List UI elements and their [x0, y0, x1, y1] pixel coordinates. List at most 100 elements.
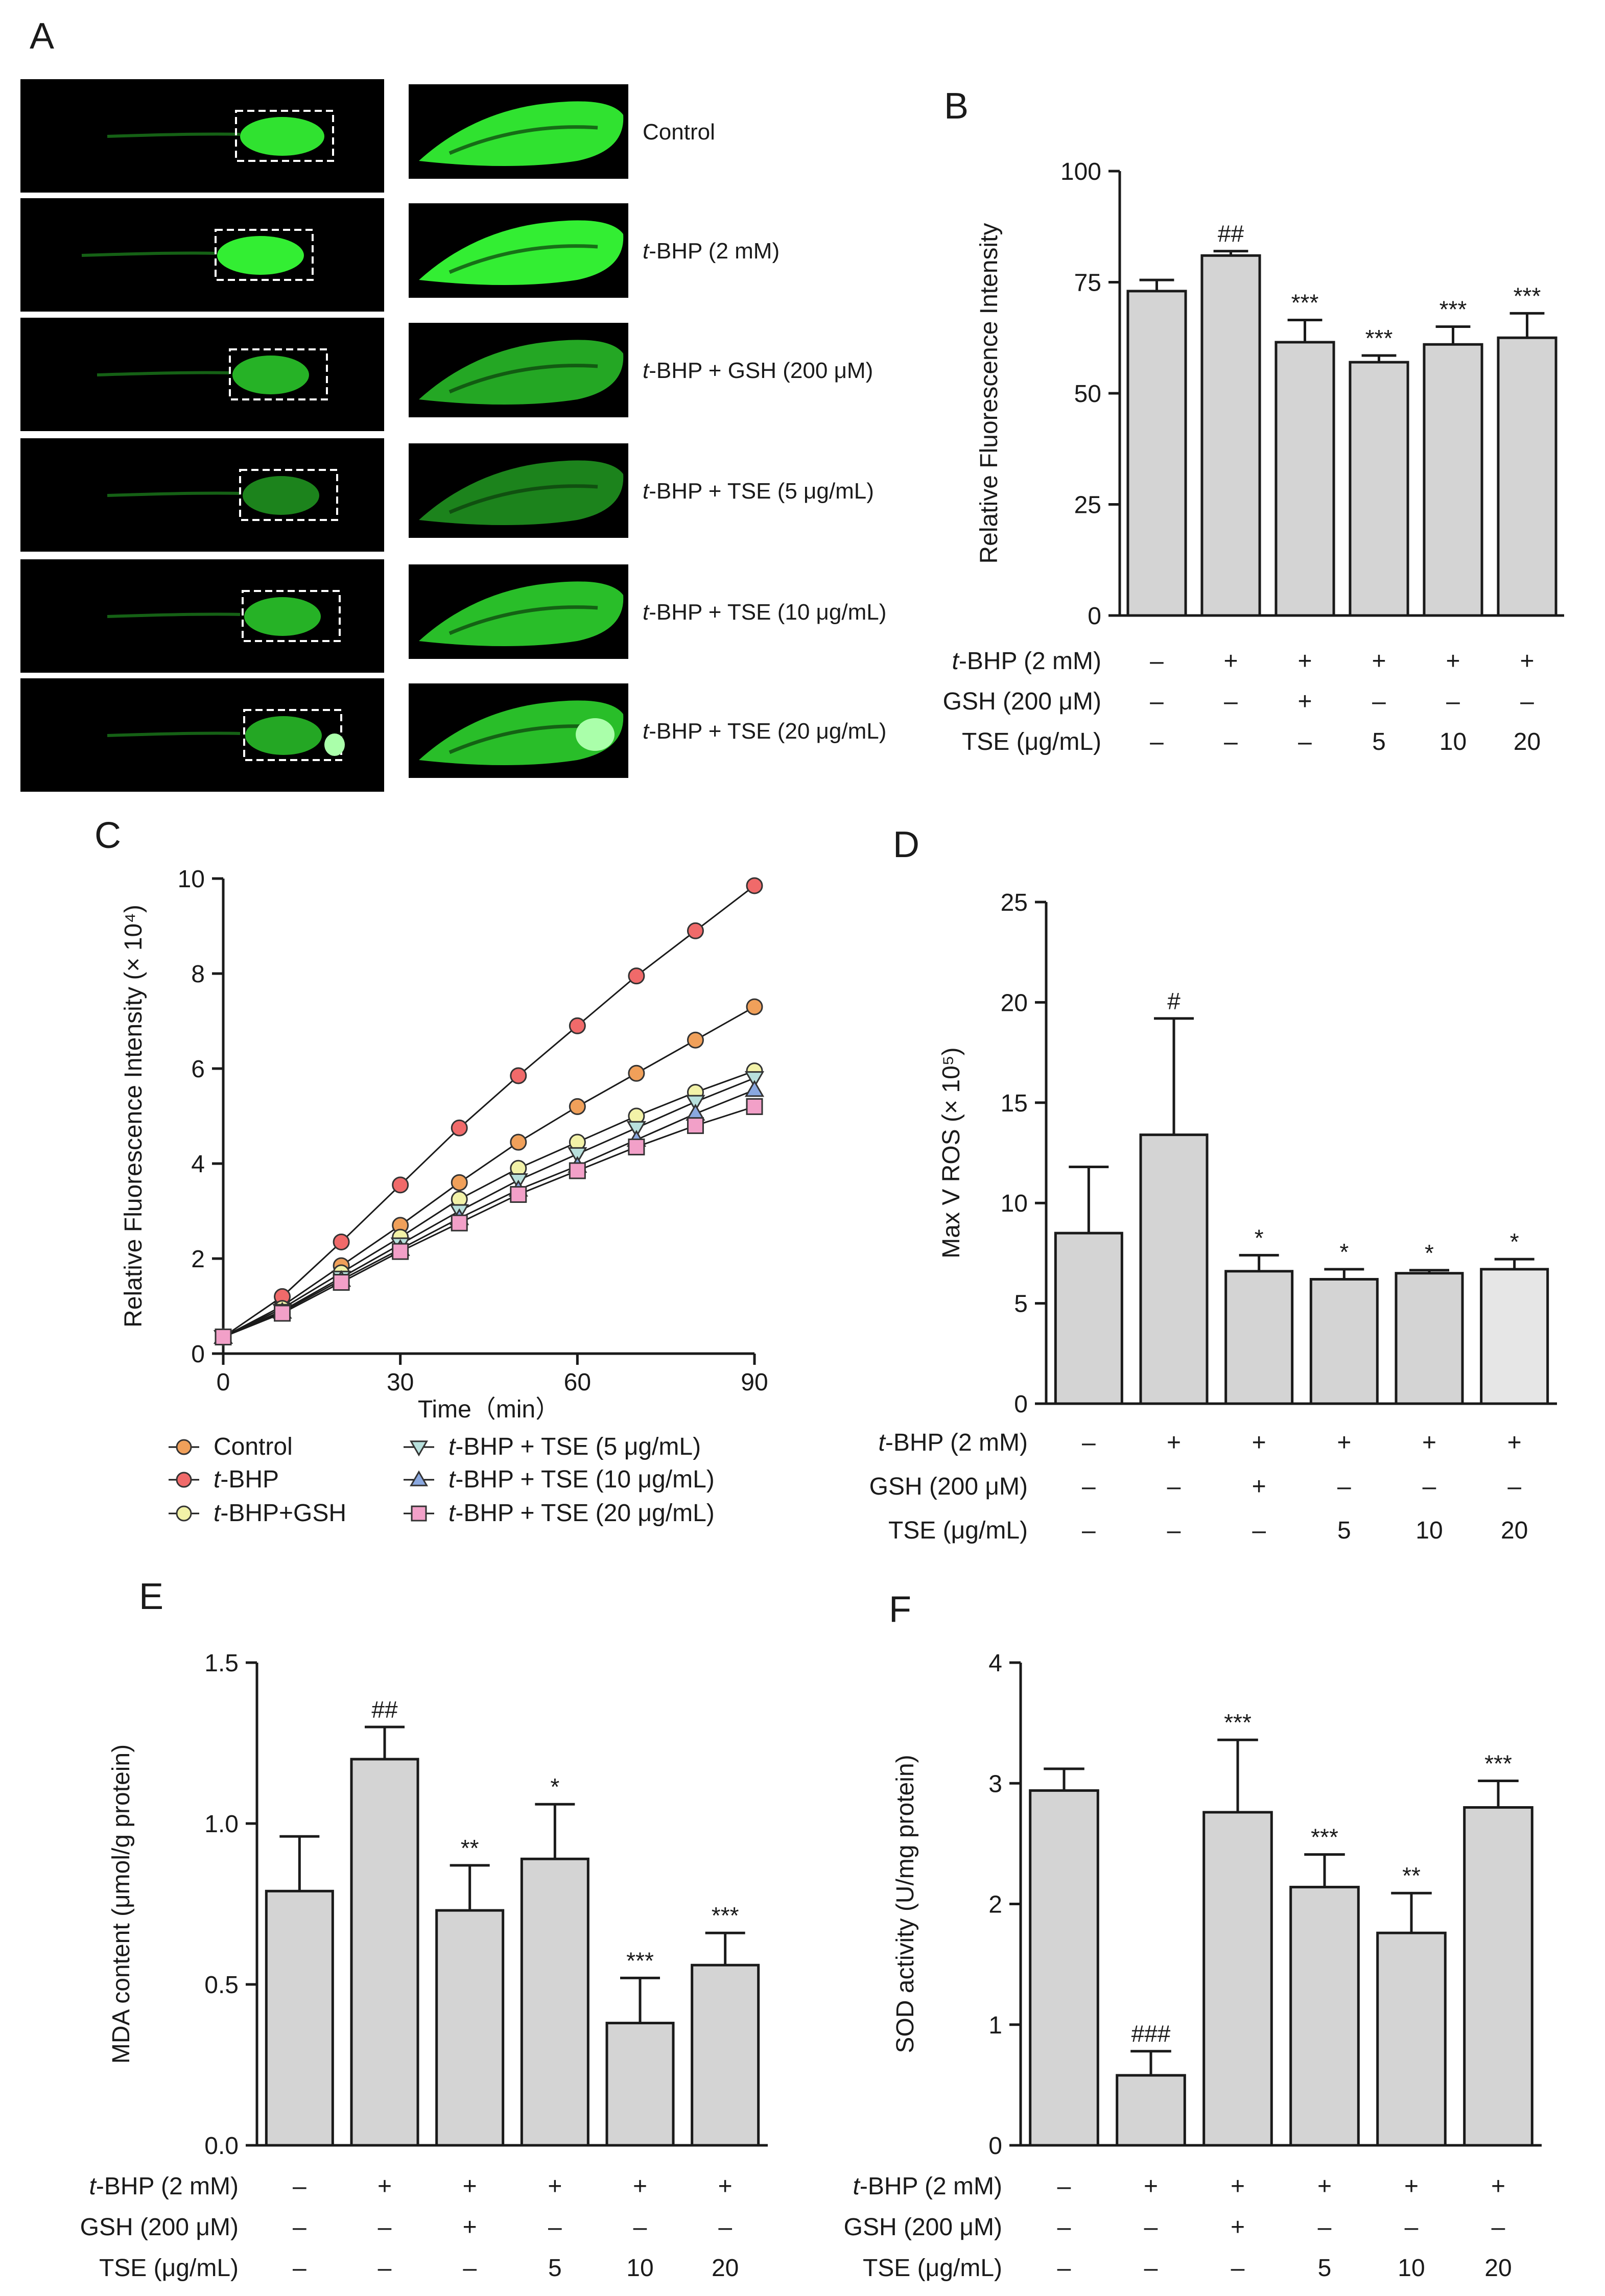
fluorescence-row: t-BHP + TSE (10 μg/mL) — [20, 559, 886, 673]
treatment-value: + — [1520, 648, 1534, 675]
significance-label: *** — [1291, 289, 1319, 316]
panel-label-f: F — [889, 1589, 911, 1630]
significance-label: ## — [371, 1696, 398, 1723]
condition-label: t-BHP + GSH (200 μM) — [643, 358, 873, 383]
series-path — [223, 1105, 755, 1338]
treatment-value: + — [1167, 1429, 1181, 1456]
data-point — [568, 1147, 587, 1164]
bar — [1309, 1277, 1379, 1405]
data-point — [569, 1017, 586, 1034]
bar-chart-e: 0.0 0.5 1.0 1.5 MDA content (μmol/g protein)… — [80, 1650, 768, 2282]
treatment-value: – — [293, 2173, 306, 2200]
bar — [605, 2022, 675, 2147]
treatment-row-label-text: -BHP (2 mM) — [96, 2173, 239, 2200]
legend-item: t-BHP + TSE (5 μg/mL) — [404, 1433, 701, 1460]
larva-body-trace — [81, 251, 215, 257]
treatment-value: + — [1297, 648, 1312, 675]
zoomed-structure-line — [449, 125, 598, 155]
series-path — [223, 1089, 755, 1338]
fluorescence-row: t-BHP (2 mM) — [20, 198, 780, 312]
treatment-row-label-italic: t — [879, 1429, 886, 1456]
treatment-value: – — [1150, 648, 1164, 675]
treatment-value: 5 — [1318, 2255, 1332, 2282]
fluorescence-row: Control — [20, 79, 715, 193]
legend-item: Control — [169, 1433, 293, 1460]
bar — [1224, 1270, 1294, 1405]
treatment-value: + — [377, 2173, 392, 2200]
larva-body-trace — [107, 491, 241, 497]
data-point — [569, 1162, 586, 1179]
data-point — [628, 967, 645, 985]
zoomed-fluorescence — [419, 460, 624, 525]
data-point — [626, 1121, 646, 1138]
treatment-row-label: TSE (μg/mL) — [99, 2255, 239, 2282]
condition-label-italic: t — [643, 600, 650, 625]
significance-label: *** — [1439, 296, 1467, 323]
treatment-value: – — [1167, 1517, 1181, 1544]
treatment-row-label: GSH (200 μM) — [844, 2214, 1002, 2241]
legend-label-text: -BHP — [220, 1466, 279, 1493]
data-point — [176, 1505, 192, 1522]
treatment-value: + — [1252, 1473, 1266, 1500]
treatment-row-label: TSE (μg/mL) — [888, 1517, 1028, 1544]
data-point — [686, 1095, 705, 1112]
significance-label: # — [1167, 988, 1181, 1014]
treatment-value: + — [633, 2173, 647, 2200]
treatment-row-label-text: GSH (200 μM) — [943, 688, 1101, 715]
treatment-row-label: t-BHP (2 mM) — [853, 2173, 1002, 2200]
y-tick-label: 0.0 — [204, 2133, 239, 2160]
zoomed-structure-line — [449, 605, 598, 635]
data-point — [687, 1031, 704, 1049]
series-path — [223, 1077, 755, 1338]
treatment-value: + — [1223, 648, 1238, 675]
treatment-value: – — [1446, 688, 1460, 715]
treatment-row-label-text: GSH (200 μM) — [80, 2214, 239, 2241]
bar — [1289, 1885, 1360, 2147]
significance-label: *** — [1514, 282, 1541, 309]
treatment-value: – — [1520, 688, 1534, 715]
treatment-value: – — [1150, 688, 1164, 715]
y-axis-label: Max V ROS (× 10⁵) — [938, 1047, 965, 1258]
legend-label-text: -BHP + TSE (5 μg/mL) — [455, 1433, 701, 1460]
y-axis-label: MDA content (μmol/g protein) — [108, 1744, 135, 2064]
condition-label-italic: t — [643, 719, 650, 744]
condition-label-text: -BHP (2 mM) — [649, 239, 780, 264]
condition-label: t-BHP (2 mM) — [643, 239, 780, 264]
treatment-value: 10 — [1439, 728, 1467, 755]
region-of-interest-box — [229, 348, 328, 400]
data-point — [409, 1440, 429, 1457]
data-point — [746, 998, 763, 1015]
data-point — [687, 1117, 704, 1134]
y-tick-label: 8 — [191, 961, 205, 988]
series-path — [223, 1070, 755, 1338]
y-tick-label: 75 — [1074, 270, 1101, 297]
data-point — [411, 1505, 427, 1522]
bar — [1054, 1232, 1123, 1405]
panel-label-d: D — [893, 824, 919, 865]
bar — [1395, 1272, 1464, 1405]
significance-label: *** — [1224, 1709, 1252, 1736]
treatment-value: – — [1372, 688, 1386, 715]
larva-body-trace — [107, 132, 241, 138]
y-tick-label: 5 — [1014, 1291, 1028, 1318]
condition-label-text: Control — [643, 120, 715, 145]
bar — [1126, 290, 1187, 617]
legend-label-italic: t — [214, 1500, 221, 1527]
treatment-value: – — [1507, 1473, 1521, 1500]
condition-label: t-BHP + TSE (20 μg/mL) — [643, 719, 886, 744]
x-axis-label: Time（min） — [418, 1396, 560, 1423]
treatment-value: 10 — [1398, 2255, 1425, 2282]
bar — [1480, 1268, 1549, 1405]
significance-label: *** — [1365, 325, 1393, 351]
treatment-value: + — [1297, 688, 1312, 715]
treatment-value: – — [1423, 1473, 1436, 1500]
series-line — [215, 877, 763, 1345]
treatment-value: + — [1317, 2173, 1332, 2200]
data-point — [744, 1080, 765, 1097]
bar — [435, 1909, 505, 2147]
treatment-value: – — [1224, 688, 1238, 715]
treatment-value: – — [1057, 2255, 1071, 2282]
zoomed-structure-line — [449, 484, 598, 514]
